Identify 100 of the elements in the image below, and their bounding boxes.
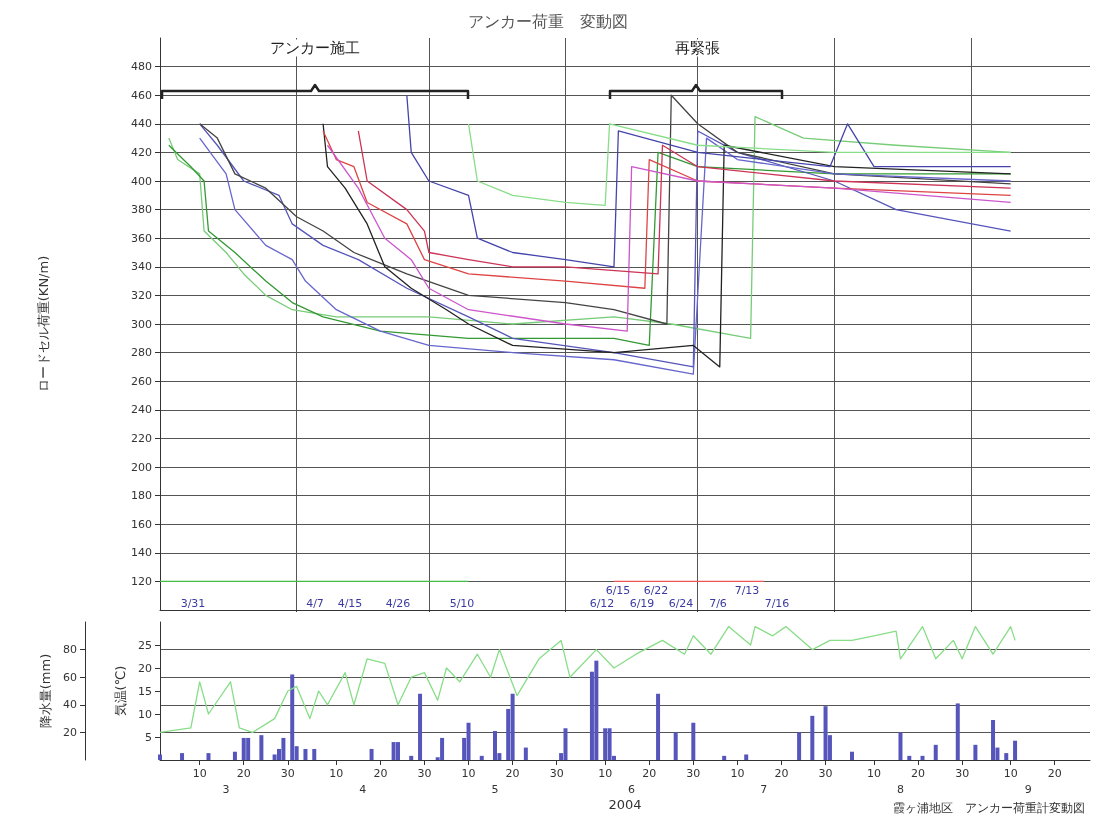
y-tick-label: 380 [131,203,152,217]
x-tick-label: 30 [818,767,833,780]
x2-tick-label: 4 [359,783,367,796]
annotation: 4/7 [306,596,324,610]
y-tick-label: 80 [63,643,77,657]
x-tick-label: 10 [192,767,207,780]
bar [440,737,445,760]
y-tick-label: 440 [131,117,152,131]
annotation: 再緊張 [674,39,720,57]
bar [396,742,401,760]
bar [523,747,528,760]
x-tick-label: 10 [461,767,476,780]
bar [673,732,678,760]
bar [823,706,828,760]
y2-tick-label: 15 [138,684,152,698]
x-tick-label: 30 [417,767,432,780]
bar [920,755,925,760]
y-tick-label: 280 [131,346,152,360]
y-tick-label: 120 [131,574,152,588]
y-tick-label: 420 [131,145,152,159]
line-series [199,94,1012,325]
annotation: 7/16 [764,596,790,610]
line-series [406,94,1012,268]
bar [409,755,414,760]
bar [259,735,264,760]
bar [312,748,317,760]
bar [479,755,484,760]
y2-axis-title: 気温(℃) [113,665,129,717]
bar [232,751,237,760]
bar [246,737,251,760]
x-tick-label: 10 [1003,767,1018,780]
x-tick-label: 20 [236,767,251,780]
x-tick-label: 20 [373,767,388,780]
y-tick-label: 140 [131,546,152,560]
bar [1004,753,1009,760]
x2-tick-label: 8 [896,783,904,796]
annotation: アンカー施工 [270,39,360,57]
line-series [159,625,1016,734]
bar [973,744,978,760]
text: 霞ヶ浦地区 アンカー荷重計変動図 [893,801,1085,815]
annotation: 6/22 [643,583,669,597]
line-series [322,123,1012,368]
x-tick-label: 10 [598,767,613,780]
y-tick-label: 480 [131,60,152,74]
y2-tick-label: 10 [138,707,152,721]
bar [1013,740,1018,760]
y2-tick-label: 25 [138,638,152,652]
bar [158,754,162,760]
bar [607,728,612,760]
y-tick-label: 40 [63,698,77,712]
y-tick-label: 260 [131,374,152,388]
y-tick-label: 160 [131,517,152,531]
x2-tick-label: 9 [1024,783,1032,796]
y-tick-label: 360 [131,231,152,245]
x-tick-label: 30 [549,767,564,780]
x-tick-label: 10 [730,767,745,780]
y-tick-label: 320 [131,288,152,302]
annotation: 6/15 [605,583,631,597]
bar [603,728,608,760]
annotation: 7/13 [734,583,760,597]
bar [563,728,568,760]
bar [933,744,938,760]
bar [466,722,471,760]
annotation: 4/26 [385,596,411,610]
y-tick-label: 60 [63,670,77,684]
x-axis-title: 2004 [608,797,642,812]
bar [418,693,423,760]
x2-tick-label: 7 [760,783,768,796]
bar [991,719,996,760]
bar [955,703,960,760]
bar [510,693,515,760]
bar [744,754,749,760]
y-tick-label: 220 [131,431,152,445]
bar [241,737,246,760]
bar [907,755,912,760]
x2-tick-label: 6 [628,783,636,796]
x-tick-label: 20 [642,767,657,780]
bar [810,715,815,760]
annotation: 5/10 [449,596,475,610]
x-tick-label: 20 [911,767,926,780]
bar [691,722,696,760]
bar [492,731,497,760]
bar [281,737,286,760]
annotation: 6/24 [668,596,694,610]
y2-tick-label: 5 [145,730,152,744]
x-tick-label: 30 [686,767,701,780]
y-tick-label: 240 [131,403,152,417]
y-tick-label: 400 [131,174,152,188]
bar [369,748,374,760]
bar [849,751,854,760]
x-tick-label: 20 [1047,767,1062,780]
line-series [326,144,1012,332]
bar [722,755,727,760]
bar [180,753,185,760]
x-tick-label: 10 [329,767,344,780]
bar [797,732,802,760]
y-tick-label: 340 [131,260,152,274]
annotation: 7/6 [709,596,727,610]
bar [898,732,903,760]
x-tick-label: 30 [955,767,970,780]
